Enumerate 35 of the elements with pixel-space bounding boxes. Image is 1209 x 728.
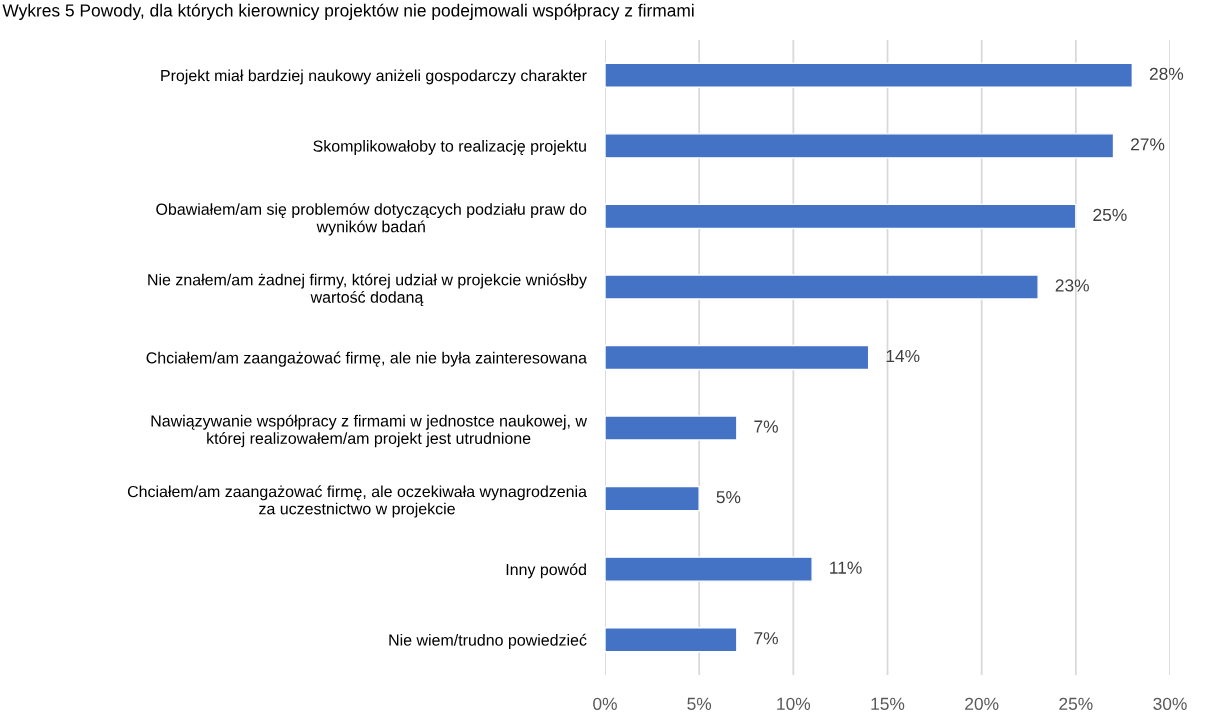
bar	[605, 62, 1134, 88]
bar	[605, 556, 813, 582]
y-tick-label: Chciałem/am zaangażować firmę, ale nie była zainteresowana	[146, 351, 587, 367]
y-tick-label: Skomplikowałoby to realizację projektu	[313, 140, 586, 155]
y-tick-label: Obawiałem/am się problemów dotyczących podziału praw do wyników badań	[156, 202, 587, 236]
bar	[605, 485, 700, 512]
y-tick-label: Nie wiem/trudno powiedzieć	[389, 633, 587, 649]
data-label: 11%	[830, 561, 862, 574]
x-tick-label: 30%	[1153, 697, 1187, 710]
bar	[605, 344, 870, 371]
data-label: 23%	[1055, 279, 1089, 292]
y-tick-label: Nawiązywanie współpracy z firmami w jednostce naukowej, w której realizowałem/am projekt jest utrudnione	[151, 414, 587, 448]
text: Wykres 5 Powody, dla których kierownicy projektów nie podejmowali współpracy z firmami	[2, 3, 694, 21]
bar	[605, 415, 738, 441]
y-tick-label: Projekt miał bardziej naukowy aniżeli gospodarczy charakter	[161, 69, 587, 85]
bar	[605, 133, 1115, 159]
x-tick-label: 0%	[593, 697, 617, 710]
y-tick-label: Nie znałem/am żadnej firmy, której udział w projekcie wniósłby wartość dodaną	[148, 273, 587, 307]
bar	[605, 627, 738, 653]
bar	[605, 203, 1077, 230]
x-tick-label: 15%	[871, 697, 905, 710]
y-tick-label: Inny powód	[506, 563, 586, 579]
x-tick-label: 25%	[1059, 697, 1093, 710]
data-label: 25%	[1093, 208, 1127, 222]
data-label: 7%	[754, 420, 778, 433]
x-tick-label: 20%	[965, 697, 999, 710]
bar	[605, 274, 1039, 300]
x-tick-label: 10%	[777, 697, 811, 710]
data-label: 7%	[754, 632, 778, 645]
y-tick-label: Chciałem/am zaangażować firmę, ale oczekiwała wynagrodzenia za uczestnictwo w projekcie	[127, 485, 587, 518]
x-tick-label: 5%	[687, 697, 712, 710]
data-label: 28%	[1149, 67, 1184, 80]
data-label: 27%	[1131, 138, 1165, 151]
data-label: 5%	[716, 491, 741, 504]
data-label: 14%	[886, 349, 920, 363]
